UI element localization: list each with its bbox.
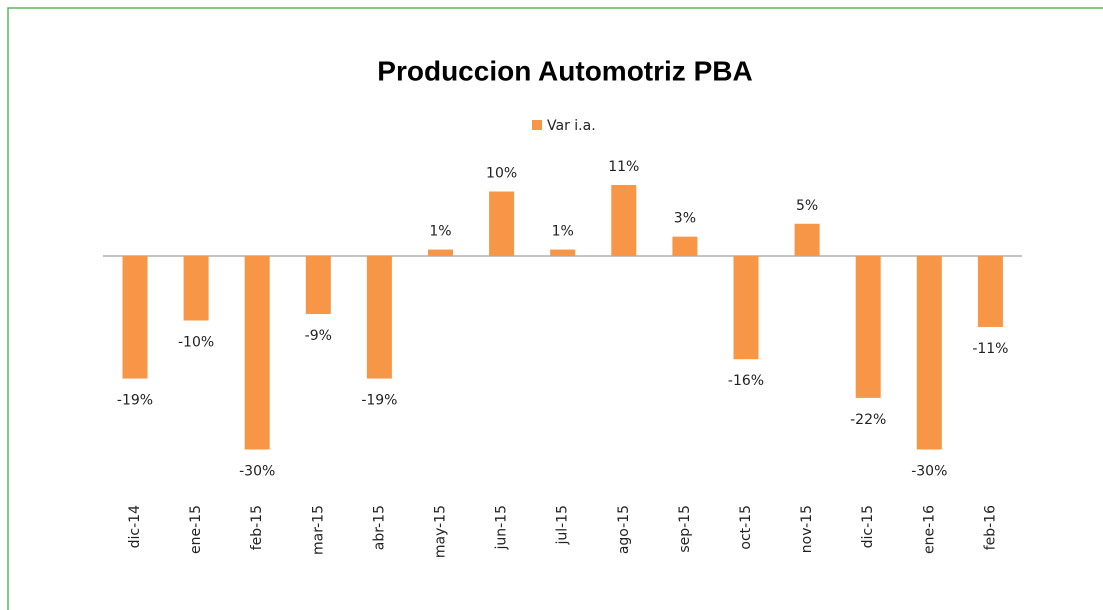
bar xyxy=(550,249,576,256)
bar xyxy=(733,256,759,360)
data-label: 1% xyxy=(429,224,451,240)
x-tick-label: sep-15 xyxy=(677,505,693,553)
bar xyxy=(366,256,392,379)
bar xyxy=(611,185,637,256)
bar xyxy=(428,249,453,256)
data-label: -19% xyxy=(117,393,153,409)
data-label: -19% xyxy=(361,393,397,409)
bar xyxy=(794,223,820,256)
x-tick-label: may-15 xyxy=(433,505,449,558)
bar xyxy=(672,236,698,256)
x-tick-label: nov-15 xyxy=(799,505,815,553)
data-label: 3% xyxy=(674,211,696,227)
bar xyxy=(183,256,209,321)
x-tick-label: jun-15 xyxy=(494,505,510,551)
bar xyxy=(916,256,942,450)
x-tick-label: ago-15 xyxy=(616,505,632,554)
bar xyxy=(855,256,881,398)
bar xyxy=(122,256,148,379)
data-label: -10% xyxy=(178,335,214,351)
x-tick-label: dic-14 xyxy=(127,505,143,548)
chart-title: Produccion Automotriz PBA xyxy=(377,55,752,86)
legend-label: Var i.a. xyxy=(547,118,596,134)
bar xyxy=(489,191,515,256)
data-label: 10% xyxy=(486,166,517,182)
data-label: -22% xyxy=(850,412,886,428)
data-label: -11% xyxy=(972,341,1008,357)
bar xyxy=(305,256,331,315)
x-tick-label: dic-15 xyxy=(860,505,876,548)
bar xyxy=(244,256,270,450)
data-label: 5% xyxy=(796,198,818,214)
x-tick-label: jul-15 xyxy=(555,505,571,546)
data-label: 1% xyxy=(552,224,574,240)
bar xyxy=(977,256,1003,327)
data-label: -30% xyxy=(911,464,947,480)
x-tick-label: abr-15 xyxy=(371,505,387,550)
x-tick-label: ene-16 xyxy=(921,505,937,554)
data-label: -30% xyxy=(239,464,275,480)
x-tick-label: feb-15 xyxy=(249,505,265,550)
legend-swatch xyxy=(532,120,542,130)
x-tick-label: oct-15 xyxy=(738,505,754,550)
data-label: -9% xyxy=(305,328,332,344)
x-tick-label: mar-15 xyxy=(310,505,326,555)
data-label: -16% xyxy=(728,373,764,389)
x-tick-label: ene-15 xyxy=(188,505,204,554)
data-label: 11% xyxy=(608,159,639,175)
x-tick-label: feb-16 xyxy=(982,505,998,550)
